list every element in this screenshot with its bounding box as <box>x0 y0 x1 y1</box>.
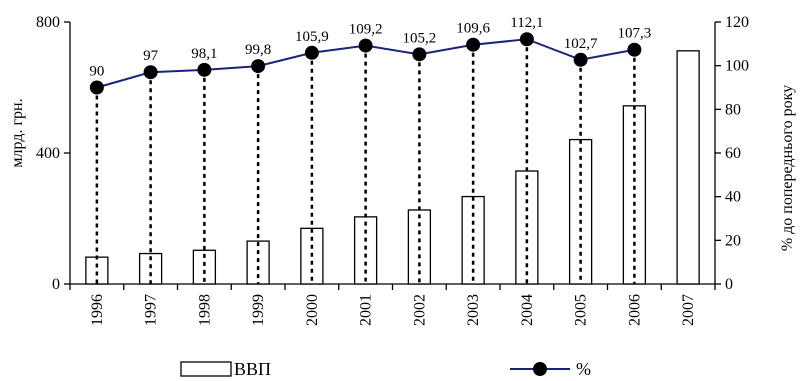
x-tick-label: 2000 <box>304 294 321 326</box>
left-axis-title: млрд. грн. <box>9 98 26 167</box>
data-label-1998: 98,1 <box>191 46 217 62</box>
x-tick-label: 1997 <box>143 294 160 326</box>
point-1996 <box>89 80 104 95</box>
right-tick-label: 20 <box>725 232 741 249</box>
point-2001 <box>358 38 373 53</box>
data-label-2004: 112,1 <box>510 15 543 31</box>
point-1998 <box>197 62 212 77</box>
point-2000 <box>304 45 319 60</box>
legend-line-label: % <box>576 359 591 379</box>
right-tick-label: 40 <box>725 189 741 206</box>
left-tick-label: 400 <box>36 145 60 162</box>
data-label-2006: 107,3 <box>618 26 652 42</box>
axes: 0 400 800 0 20 40 60 80 100 120 1996 1997 1998 1999 20… <box>9 14 796 326</box>
data-label-1997: 97 <box>143 48 159 64</box>
data-labels: 90 97 98,1 99,8 105,9 109,2 105,2 109,6 112,1 102… <box>89 15 651 79</box>
x-tick-label: 2004 <box>519 294 536 326</box>
bar-1997 <box>138 252 163 285</box>
point-1999 <box>251 59 266 74</box>
data-label-2002: 105,2 <box>403 30 437 46</box>
x-tick-label: 2003 <box>465 294 482 326</box>
x-tick-label: 2001 <box>358 294 375 326</box>
data-label-2001: 109,2 <box>349 22 383 38</box>
point-1997 <box>143 65 158 80</box>
x-tick-label: 2005 <box>573 294 590 326</box>
bar-series-gdp <box>85 50 700 285</box>
x-tick-label: 1999 <box>250 294 267 326</box>
x-tick-label: 1998 <box>196 294 213 326</box>
legend-line-marker <box>533 362 547 376</box>
data-label-2005: 102,7 <box>564 36 598 52</box>
bar-1998 <box>192 249 217 285</box>
right-tick-label: 60 <box>725 145 741 162</box>
point-2005 <box>573 52 588 67</box>
left-tick-label: 800 <box>36 14 60 31</box>
point-2004 <box>519 32 534 47</box>
x-tick-label: 1996 <box>89 294 106 326</box>
point-2002 <box>412 47 427 62</box>
right-axis-title: % до попереднього року <box>779 85 796 251</box>
data-label-2003: 109,6 <box>456 21 490 37</box>
x-tick-label: 2007 <box>680 294 697 326</box>
data-label-1999: 99,8 <box>245 42 271 58</box>
legend: ВВП % <box>180 359 591 379</box>
bar-2007 <box>676 50 700 285</box>
right-tick-label: 100 <box>725 58 749 75</box>
x-tick-label: 2002 <box>411 294 428 326</box>
data-label-2000: 105,9 <box>295 29 329 45</box>
bar-2001 <box>353 216 378 285</box>
right-tick-label: 120 <box>725 14 749 31</box>
legend-bar-label: ВВП <box>234 359 271 379</box>
point-2006 <box>627 42 642 57</box>
left-tick-label: 0 <box>52 276 60 293</box>
legend-bar-swatch <box>180 361 232 377</box>
drop-lines <box>95 39 636 284</box>
data-label-1996: 90 <box>89 64 104 80</box>
x-tick-label: 2006 <box>626 294 643 326</box>
point-2003 <box>466 37 481 52</box>
right-tick-label: 0 <box>725 276 733 293</box>
line-series-percent <box>89 32 642 95</box>
right-tick-label: 80 <box>725 101 741 118</box>
